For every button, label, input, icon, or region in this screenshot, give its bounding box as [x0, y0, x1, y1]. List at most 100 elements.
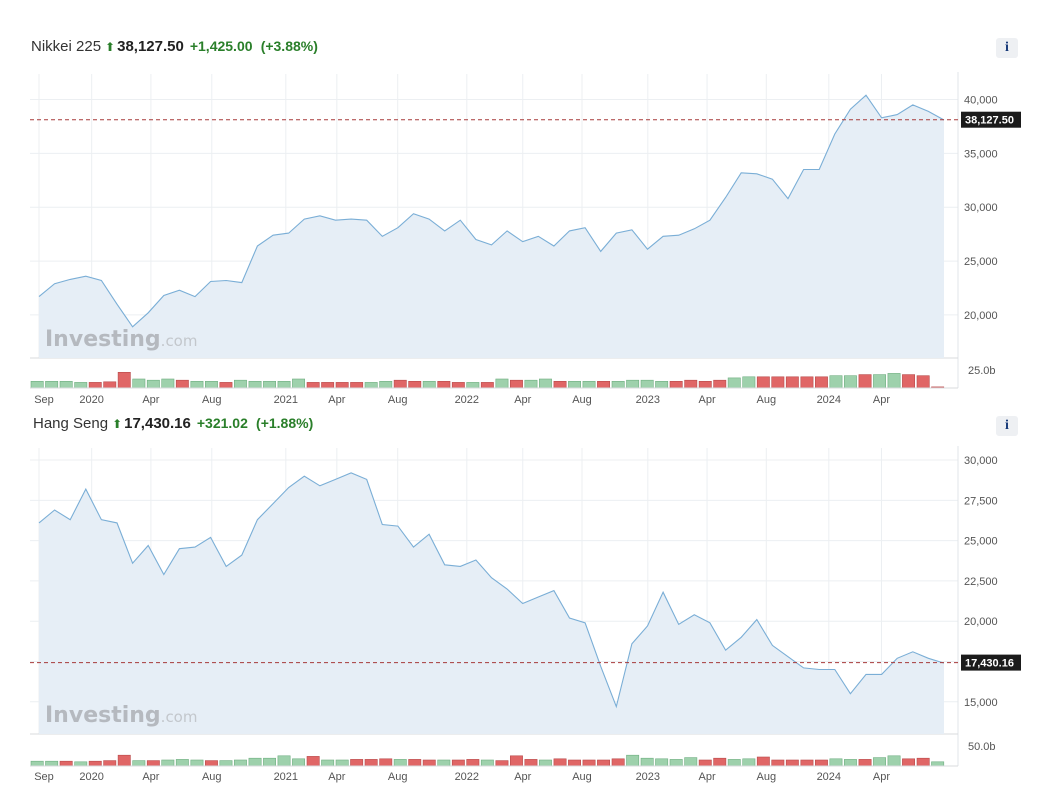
volume-bar	[219, 382, 233, 389]
volume-bar	[103, 381, 117, 389]
last-price-badge	[961, 654, 1021, 671]
volume-bar	[364, 382, 378, 389]
volume-bar	[727, 759, 741, 767]
index-name: Hang Seng	[33, 415, 109, 432]
x-tick-label: Aug	[572, 394, 592, 406]
investing-logo: Investing.com	[45, 703, 197, 728]
volume-bar	[538, 378, 552, 389]
x-tick-label: Aug	[202, 394, 222, 406]
x-tick-label: Apr	[142, 394, 159, 406]
nikkei-header: Nikkei 225 ⬆ 38,127.50 +1,425.00 (+3.88%)	[31, 38, 318, 55]
x-tick-label: 2020	[79, 771, 103, 783]
info-button[interactable]: i	[996, 38, 1018, 58]
volume-bar	[785, 376, 799, 389]
volume-bar	[684, 757, 698, 767]
volume-bar	[727, 377, 741, 389]
volume-bar	[495, 378, 509, 389]
volume-bar	[568, 380, 582, 389]
volume-bar	[582, 759, 596, 767]
volume-bar	[829, 758, 843, 767]
x-tick-label: Aug	[757, 771, 777, 783]
volume-bar	[393, 759, 407, 767]
hangseng-chart-svg[interactable]: Investing.com 17,430.16 15,000 20,000 22,500…	[0, 444, 1038, 796]
volume-bar	[931, 761, 945, 767]
volume-bar	[480, 382, 494, 389]
volume-scale-label: 50.0b	[968, 741, 996, 753]
volume-bar	[451, 382, 465, 389]
investing-logo-suffix: .com	[161, 708, 198, 726]
volume-bar	[698, 759, 712, 767]
index-change: +321.02	[196, 415, 248, 431]
volume-bar	[568, 759, 582, 767]
volume-bar	[800, 759, 814, 767]
x-tick-label: Aug	[388, 771, 408, 783]
volume-bar	[161, 378, 175, 389]
volume-bar	[495, 760, 509, 767]
volume-bar	[364, 759, 378, 767]
y-tick-label: 30,000	[964, 455, 998, 467]
volume-bar	[582, 380, 596, 389]
volume-bar	[321, 759, 335, 767]
up-arrow-icon: ⬆	[105, 40, 116, 54]
volume-bar	[698, 380, 712, 389]
volume-bar	[829, 375, 843, 389]
volume-bar	[437, 380, 451, 389]
x-tick-label: 2022	[455, 394, 479, 406]
volume-bar	[161, 759, 175, 767]
up-arrow-icon: ⬆	[112, 417, 123, 431]
volume-bar	[350, 382, 364, 389]
volume-bar	[626, 754, 640, 767]
volume-bar	[88, 382, 102, 389]
volume-bar	[626, 379, 640, 389]
volume-bar	[335, 759, 349, 767]
volume-bar	[379, 380, 393, 389]
volume-bar	[277, 755, 291, 767]
y-tick-label: 15,000	[964, 697, 998, 709]
x-tick-label: Apr	[873, 771, 890, 783]
volume-bar	[146, 379, 160, 389]
price-area	[39, 95, 944, 358]
volume-bar	[234, 759, 247, 767]
x-tick-label: Apr	[698, 771, 715, 783]
index-change-pct: (+3.88%)	[260, 38, 318, 54]
volume-bar	[843, 759, 857, 767]
volume-bar	[59, 760, 73, 767]
volume-bar	[771, 376, 785, 389]
volume-bar	[466, 382, 480, 389]
x-tick-label: 2024	[817, 394, 841, 406]
volume-bar	[263, 380, 276, 389]
x-tick-label: Sep	[34, 771, 54, 783]
x-tick-label: 2024	[817, 771, 841, 783]
index-price: 38,127.50	[117, 38, 184, 55]
volume-bar	[248, 380, 262, 389]
volume-bar	[74, 761, 88, 767]
volume-bar	[858, 759, 872, 767]
volume-bar	[146, 760, 160, 767]
x-tick-label: 2023	[636, 771, 660, 783]
volume-bar	[263, 757, 276, 767]
price-area	[39, 472, 944, 734]
volume-bar	[669, 380, 683, 389]
volume-bar	[59, 380, 73, 389]
volume-bar	[451, 759, 465, 767]
volume-bar	[422, 759, 436, 767]
x-tick-label: Apr	[328, 394, 345, 406]
x-tick-label: 2021	[274, 394, 298, 406]
info-button[interactable]: i	[996, 416, 1018, 436]
last-price-label: 17,430.16	[965, 658, 1014, 670]
volume-bar	[814, 759, 828, 767]
volume-bar	[190, 759, 204, 767]
volume-bar	[45, 380, 59, 389]
index-change-pct: (+1.88%)	[256, 415, 314, 431]
volume-bar	[393, 379, 407, 389]
nikkei-chart-svg[interactable]: Investing.com 38,127.50 20,000 25,000 30,000…	[0, 68, 1038, 406]
y-tick-label: 20,000	[964, 616, 998, 628]
volume-bar	[292, 378, 305, 389]
volume-bar	[306, 756, 320, 767]
volume-bar	[524, 759, 538, 767]
volume-bar	[103, 760, 117, 767]
volume-bar	[45, 760, 59, 767]
volume-bar	[742, 376, 756, 389]
y-tick-label: 30,000	[964, 202, 998, 214]
x-tick-label: 2023	[636, 394, 660, 406]
